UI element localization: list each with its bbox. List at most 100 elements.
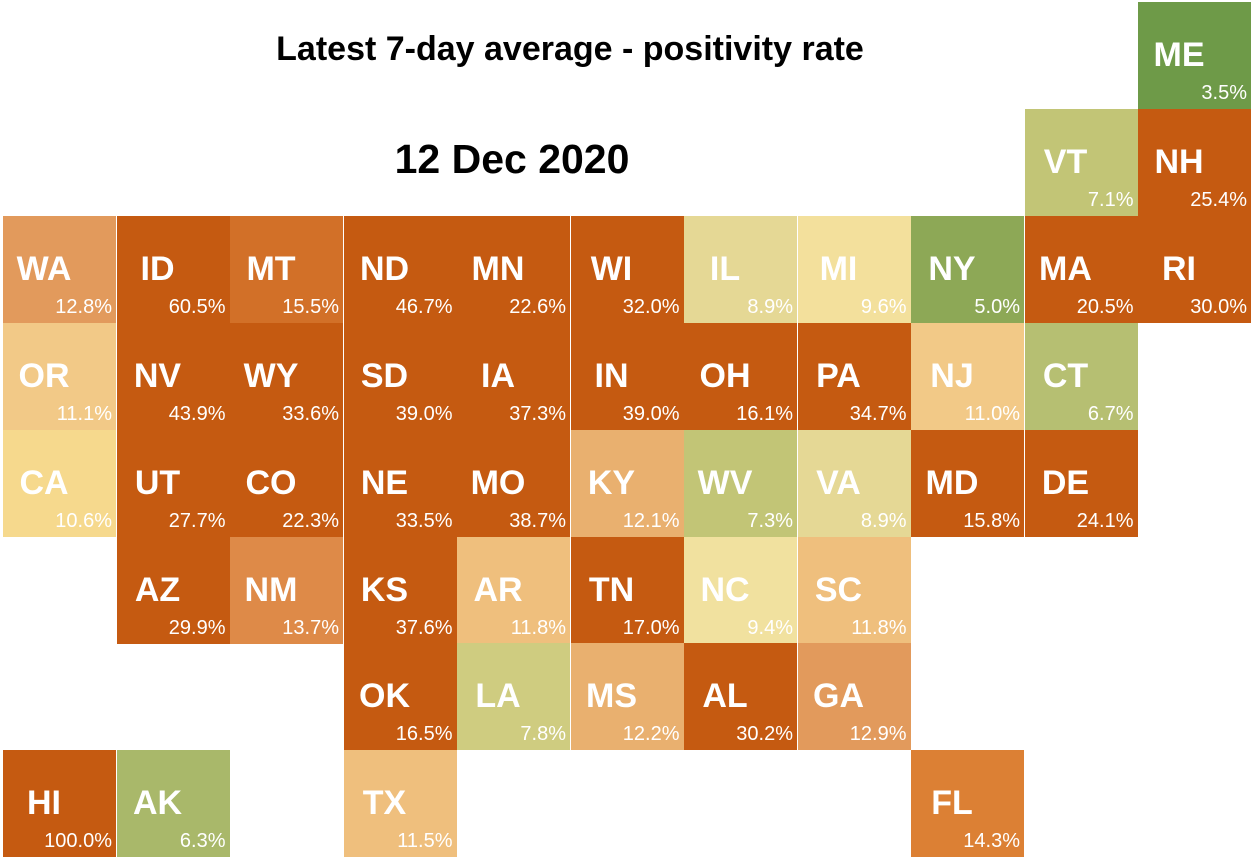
state-tile-mo: MO 38.7% — [457, 429, 570, 537]
state-tile-wa: WA 12.8% — [3, 215, 116, 323]
state-code-label: PA — [816, 356, 861, 395]
state-code-label: KS — [360, 570, 409, 609]
state-code-label: TN — [588, 570, 635, 609]
positivity-value-label: 5.0% — [974, 295, 1020, 318]
positivity-value-label: 11.5% — [397, 830, 453, 853]
positivity-value-label: 39.0% — [395, 402, 453, 425]
state-tile-ia: IA 37.3% — [457, 322, 570, 430]
state-code-label: NE — [360, 463, 409, 502]
positivity-value-label: 6.3% — [179, 830, 226, 853]
positivity-value-label: 11.8% — [510, 616, 566, 639]
positivity-value-label: 12.2% — [622, 723, 680, 746]
state-tile-ar: AR 11.8% — [457, 536, 570, 644]
state-tile-la: LA 7.8% — [457, 643, 570, 751]
positivity-value-label: 60.5% — [168, 295, 226, 318]
state-tile-mn: MN 22.6% — [457, 215, 570, 323]
positivity-value-label: 9.4% — [747, 616, 793, 639]
state-tile-ok: OK 16.5% — [343, 643, 457, 751]
positivity-value-label: 34.7% — [849, 402, 907, 425]
state-code-label: MS — [586, 677, 637, 716]
state-tile-mt: MT 15.5% — [230, 215, 343, 323]
state-code-label: MI — [819, 249, 858, 288]
state-tile-ri: RI 30.0% — [1138, 215, 1251, 323]
state-code-label: OK — [359, 677, 410, 716]
state-code-label: IA — [481, 356, 515, 395]
positivity-value-label: 39.0% — [622, 402, 680, 425]
state-tile-tx: TX 11.5% — [343, 750, 457, 857]
positivity-value-label: 16.5% — [395, 723, 453, 746]
state-tile-oh: OH 16.1% — [684, 322, 797, 430]
state-code-label: NC — [700, 570, 750, 609]
state-tile-nc: NC 9.4% — [684, 536, 797, 644]
state-code-label: MA — [1039, 249, 1092, 288]
state-tile-ny: NY 5.0% — [911, 215, 1024, 323]
state-code-label: IN — [594, 356, 629, 395]
state-code-label: IL — [709, 249, 741, 288]
state-code-label: OR — [18, 356, 70, 395]
state-code-label: CA — [19, 463, 69, 502]
state-code-label: WA — [16, 249, 72, 288]
positivity-value-label: 15.8% — [963, 509, 1020, 532]
state-tile-id: ID 60.5% — [116, 215, 230, 323]
state-tile-tn: TN 17.0% — [570, 536, 684, 644]
positivity-value-label: 100.0% — [44, 830, 112, 853]
state-code-label: NM — [244, 570, 298, 609]
state-code-label: ND — [359, 249, 410, 288]
state-tile-vt: VT 7.1% — [1024, 108, 1138, 216]
state-tile-va: VA 8.9% — [797, 429, 911, 537]
positivity-value-label: 27.7% — [168, 509, 226, 532]
positivity-value-label: 37.3% — [509, 402, 566, 425]
state-code-label: AL — [702, 677, 748, 716]
chart-date: 12 Dec 2020 — [394, 136, 630, 182]
state-code-label: VT — [1043, 142, 1088, 181]
positivity-value-label: 8.9% — [747, 295, 793, 318]
state-code-label: CT — [1042, 356, 1089, 395]
state-code-label: ID — [140, 249, 175, 288]
positivity-value-label: 15.5% — [282, 295, 339, 318]
state-tile-az: AZ 29.9% — [116, 536, 230, 644]
state-tile-ks: KS 37.6% — [343, 536, 457, 644]
positivity-value-label: 6.7% — [1087, 402, 1134, 425]
state-tile-in: IN 39.0% — [570, 322, 684, 430]
positivity-value-label: 30.2% — [736, 723, 793, 746]
positivity-value-label: 13.7% — [282, 616, 339, 639]
positivity-value-label: 38.7% — [509, 509, 566, 532]
state-tile-ma: MA 20.5% — [1024, 215, 1138, 323]
state-code-label: MT — [246, 249, 296, 288]
state-code-label: TX — [362, 784, 407, 823]
state-code-label: CO — [245, 463, 297, 502]
state-code-label: KY — [587, 463, 636, 502]
positivity-value-label: 22.6% — [509, 295, 566, 318]
state-tile-ct: CT 6.7% — [1024, 322, 1138, 430]
state-tile-nv: NV 43.9% — [116, 322, 230, 430]
state-tile-wi: WI 32.0% — [570, 215, 684, 323]
positivity-value-label: 11.1% — [56, 402, 112, 425]
state-code-label: UT — [134, 463, 181, 502]
positivity-value-label: 25.4% — [1190, 188, 1247, 211]
state-code-label: DE — [1041, 463, 1090, 502]
state-tile-hi: HI 100.0% — [3, 750, 116, 857]
state-tile-mi: MI 9.6% — [797, 215, 911, 323]
positivity-value-label: 12.8% — [55, 295, 112, 318]
state-tile-sd: SD 39.0% — [343, 322, 457, 430]
state-tile-de: DE 24.1% — [1024, 429, 1138, 537]
state-code-label: MN — [471, 249, 525, 288]
state-code-label: LA — [475, 677, 521, 716]
state-tile-fl: FL 14.3% — [911, 750, 1024, 857]
state-code-label: FL — [931, 784, 973, 823]
state-code-label: WY — [243, 356, 299, 395]
state-code-label: NY — [928, 249, 976, 288]
state-tile-il: IL 8.9% — [684, 215, 797, 323]
state-tile-pa: PA 34.7% — [797, 322, 911, 430]
state-tile-sc: SC 11.8% — [797, 536, 911, 644]
state-tile-ut: UT 27.7% — [116, 429, 230, 537]
state-tile-ak: AK 6.3% — [116, 750, 230, 857]
positivity-value-label: 20.5% — [1076, 295, 1134, 318]
positivity-value-label: 37.6% — [395, 616, 453, 639]
positivity-value-label: 9.6% — [860, 295, 907, 318]
positivity-value-label: 7.3% — [747, 509, 793, 532]
state-code-label: WV — [697, 463, 753, 502]
positivity-value-label: 32.0% — [622, 295, 680, 318]
state-tile-ga: GA 12.9% — [797, 643, 911, 751]
